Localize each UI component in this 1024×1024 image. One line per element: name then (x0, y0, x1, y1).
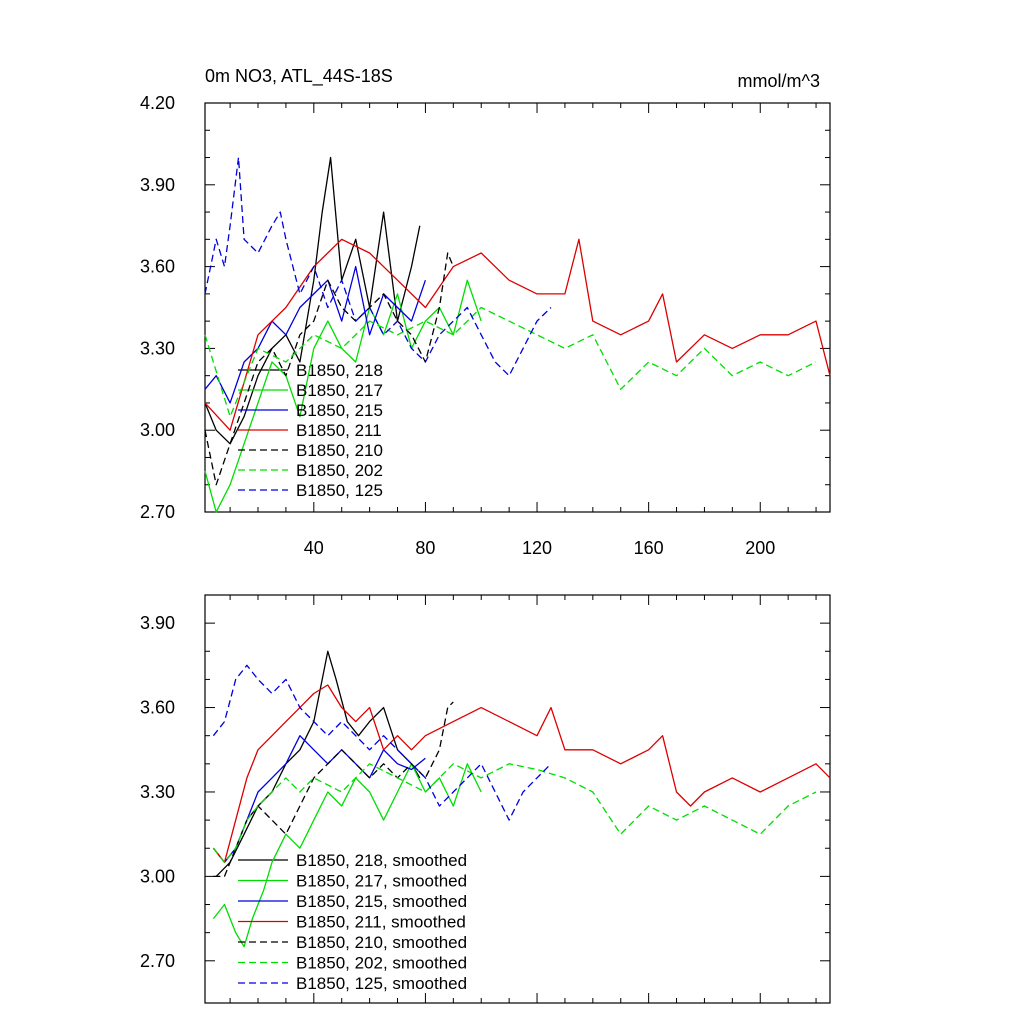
legend-label: B1850, 125 (296, 481, 383, 500)
chart-title: 0m NO3, ATL_44S-18S (205, 66, 393, 87)
legend-label: B1850, 211, smoothed (296, 913, 466, 932)
x-tick-label: 120 (522, 538, 552, 558)
y-tick-label: 3.00 (140, 866, 175, 886)
series-line (212, 763, 817, 863)
y-tick-label: 3.60 (140, 698, 175, 718)
legend-label: B1850, 215 (296, 401, 383, 420)
legend-label: B1850, 210, smoothed (296, 933, 467, 952)
y-tick-label: 3.90 (140, 175, 175, 195)
series-line (212, 664, 552, 821)
legend-label: B1850, 210 (296, 441, 383, 460)
units-label: mmol/m^3 (738, 71, 820, 91)
legend-label: B1850, 217 (296, 381, 383, 400)
legend-label: B1850, 218, smoothed (296, 851, 467, 870)
series-line (212, 763, 482, 948)
y-tick-label: 3.90 (140, 613, 175, 633)
series-line (204, 306, 817, 418)
legend-label: B1850, 125, smoothed (296, 974, 467, 993)
y-tick-label: 2.70 (140, 502, 175, 522)
y-tick-label: 3.30 (140, 782, 175, 802)
series-line (204, 156, 421, 445)
legend-label: B1850, 202, smoothed (296, 954, 467, 973)
y-tick-label: 2.70 (140, 951, 175, 971)
legend-label: B1850, 211 (296, 421, 382, 440)
legend-label: B1850, 217, smoothed (296, 872, 467, 891)
x-tick-label: 80 (415, 538, 435, 558)
y-tick-label: 4.20 (140, 93, 175, 113)
series-line (204, 156, 552, 377)
plot-frame (204, 102, 831, 513)
legend-label: B1850, 202 (296, 461, 383, 480)
x-tick-label: 40 (304, 538, 324, 558)
y-tick-label: 3.30 (140, 338, 175, 358)
series-line (215, 650, 421, 877)
y-tick-label: 3.00 (140, 420, 175, 440)
series-line (204, 265, 427, 404)
plot-frame (204, 594, 831, 1004)
series-line (212, 684, 831, 863)
x-tick-label: 160 (634, 538, 664, 558)
legend-label: B1850, 218 (296, 361, 383, 380)
legend-label: B1850, 215, smoothed (296, 892, 467, 911)
x-tick-label: 200 (745, 538, 775, 558)
series-line (204, 238, 831, 431)
y-tick-label: 3.60 (140, 257, 175, 277)
series-line (204, 252, 454, 486)
bottom-panel: 2.70 3.00 3.30 3.60 3.90 B1850, 218, smoothed… (140, 594, 831, 1004)
top-panel: 0m NO3, ATL_44S-18S mmol/m^3 2.70 3.00 3.30 3… (140, 66, 831, 558)
